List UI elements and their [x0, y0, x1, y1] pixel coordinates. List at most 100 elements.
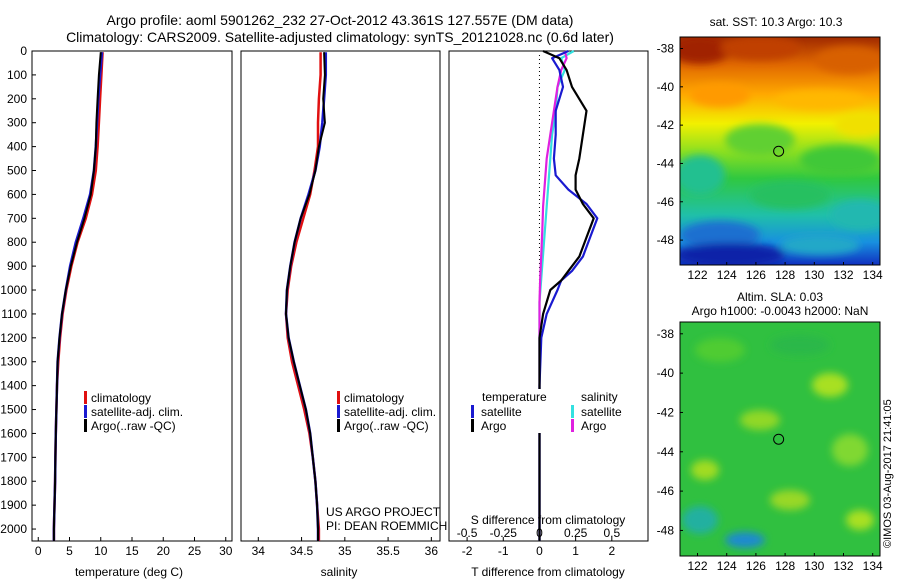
x-tick-label: -1: [498, 544, 509, 558]
temperature-legend: climatology satellite-adj. clim. Argo(..…: [84, 391, 183, 433]
map-x-tick-label: 134: [863, 559, 883, 573]
map-y-tick-label: -38: [657, 41, 675, 55]
top-x-tick-label: 0.25: [564, 526, 588, 540]
map-y-tick-label: -40: [657, 80, 675, 94]
map-x-tick-label: 126: [746, 268, 766, 282]
map-x-tick-label: 130: [804, 268, 824, 282]
y-tick-label: 1900: [0, 498, 27, 512]
map-x-tick-label: 128: [775, 268, 795, 282]
figure-title-line2: Climatology: CARS2009. Satellite-adjuste…: [66, 29, 614, 45]
y-tick-label: 700: [7, 211, 27, 225]
sst-map-panel: sat. SST: 10.3 Argo: 10.3 12: [657, 15, 883, 282]
salinity-plot-frame: [240, 50, 441, 542]
map-y-tick-label: -44: [657, 156, 675, 170]
project-annotation-line2: PI: DEAN ROEMMICH: [326, 519, 447, 533]
sla-heatmap: [680, 322, 880, 556]
s-difference-x-label: S difference from climatology: [471, 513, 626, 527]
y-tick-label: 300: [7, 116, 27, 130]
legend-label-t-satellite: satellite: [481, 405, 522, 419]
x-tick-label: 10: [94, 544, 108, 558]
legend-header-temperature: temperature: [482, 390, 547, 404]
sst-heatmap: [680, 37, 880, 265]
map-x-tick-label: 128: [775, 559, 795, 573]
sla-map-title-line1: Altim. SLA: 0.03: [737, 290, 823, 304]
legend-label-climatology: climatology: [91, 391, 151, 405]
temperature-x-label: temperature (deg C): [75, 565, 183, 579]
legend-label-argo: Argo(..raw -QC): [91, 419, 176, 433]
legend-label-s-argo: Argo: [581, 419, 607, 433]
sst-map-frame: [679, 36, 881, 266]
map-y-tick-label: -48: [657, 233, 675, 247]
y-tick-label: 1200: [0, 331, 27, 345]
profile-location-marker: [773, 145, 785, 157]
map-x-tick-label: 124: [717, 268, 737, 282]
map-y-tick-label: -42: [657, 118, 675, 132]
map-x-tick-label: 134: [863, 268, 883, 282]
legend-label-satellite: satellite-adj. clim.: [91, 405, 183, 419]
x-tick-label: -2: [462, 544, 473, 558]
legend-box-bg: [466, 389, 626, 433]
map-x-tick-label: 122: [688, 268, 708, 282]
legend-swatch-s-satellite: [571, 405, 574, 418]
t-difference-x-label: T difference from climatology: [471, 565, 625, 579]
y-tick-label: 0: [20, 44, 27, 58]
x-tick-label: 34.5: [290, 544, 314, 558]
legend-swatch-t-satellite: [471, 405, 474, 418]
imos-watermark: ©IMOS 03-Aug-2017 21:41:05: [882, 399, 894, 548]
map-y-tick-label: -46: [657, 195, 675, 209]
x-tick-label: 1: [572, 544, 579, 558]
map-x-tick-label: 124: [717, 559, 737, 573]
y-tick-label: 1300: [0, 355, 27, 369]
y-tick-label: 100: [7, 68, 27, 82]
y-tick-label: 1800: [0, 474, 27, 488]
top-x-tick-label: 0: [536, 526, 543, 540]
legend-header-salinity: salinity: [581, 390, 618, 404]
salinity-panel: 34 34.5 35 35.5 36 climatology satellite-adj…: [240, 50, 447, 579]
y-tick-label: 900: [7, 259, 27, 273]
y-tick-label: 400: [7, 140, 27, 154]
legend-label-satellite: satellite-adj. clim.: [344, 405, 436, 419]
x-tick-label: 34: [252, 544, 266, 558]
legend-swatch-climatology: [337, 391, 340, 404]
y-tick-label: 1500: [0, 403, 27, 417]
legend-label-s-satellite: satellite: [581, 405, 622, 419]
legend-swatch-climatology: [84, 391, 87, 404]
y-tick-label: 200: [7, 92, 27, 106]
y-tick-label: 500: [7, 164, 27, 178]
legend-swatch-s-argo: [571, 419, 574, 432]
top-x-tick-label: 0.5: [603, 526, 620, 540]
map-x-tick-label: 130: [804, 559, 824, 573]
map-y-tick-label: -38: [657, 327, 675, 341]
sla-map-panel: Altim. SLA: 0.03 Argo h1000: -0.0043 h20…: [657, 290, 883, 573]
legend-label-climatology: climatology: [344, 391, 404, 405]
y-tick-label: 600: [7, 187, 27, 201]
y-tick-label: 1600: [0, 426, 27, 440]
map-y-tick-label: -44: [657, 445, 675, 459]
legend-swatch-argo: [337, 419, 340, 432]
sla-map-title-line2: Argo h1000: -0.0043 h2000: NaN: [692, 304, 869, 318]
top-x-tick-label: -0.25: [490, 526, 518, 540]
profile-location-marker: [773, 433, 785, 445]
legend-swatch-t-argo: [471, 419, 474, 432]
y-tick-label: 1700: [0, 450, 27, 464]
map-x-tick-label: 126: [746, 559, 766, 573]
legend-swatch-argo: [84, 419, 87, 432]
x-tick-label: 30: [219, 544, 233, 558]
x-tick-label: 2: [608, 544, 615, 558]
series-line-argo-raw-qc-: [52, 52, 102, 541]
temperature-plot-frame: [31, 50, 233, 542]
map-x-tick-label: 132: [833, 559, 853, 573]
map-x-tick-label: 122: [688, 559, 708, 573]
legend-swatch-satellite: [84, 405, 87, 418]
project-annotation-line1: US ARGO PROJECT: [326, 505, 441, 519]
x-tick-label: 35.5: [376, 544, 400, 558]
sst-map-title: sat. SST: 10.3 Argo: 10.3: [710, 15, 843, 29]
salinity-legend: climatology satellite-adj. clim. Argo(..…: [337, 391, 436, 433]
difference-legend: temperature salinity satellite Argo sate…: [466, 389, 626, 433]
y-tick-label: 2000: [0, 522, 27, 536]
temperature-panel: 0100200300400500600700800900100011001200…: [0, 44, 232, 579]
x-tick-label: 15: [125, 544, 139, 558]
y-tick-label: 1400: [0, 379, 27, 393]
legend-label-t-argo: Argo: [481, 419, 507, 433]
y-tick-label: 1000: [0, 283, 27, 297]
